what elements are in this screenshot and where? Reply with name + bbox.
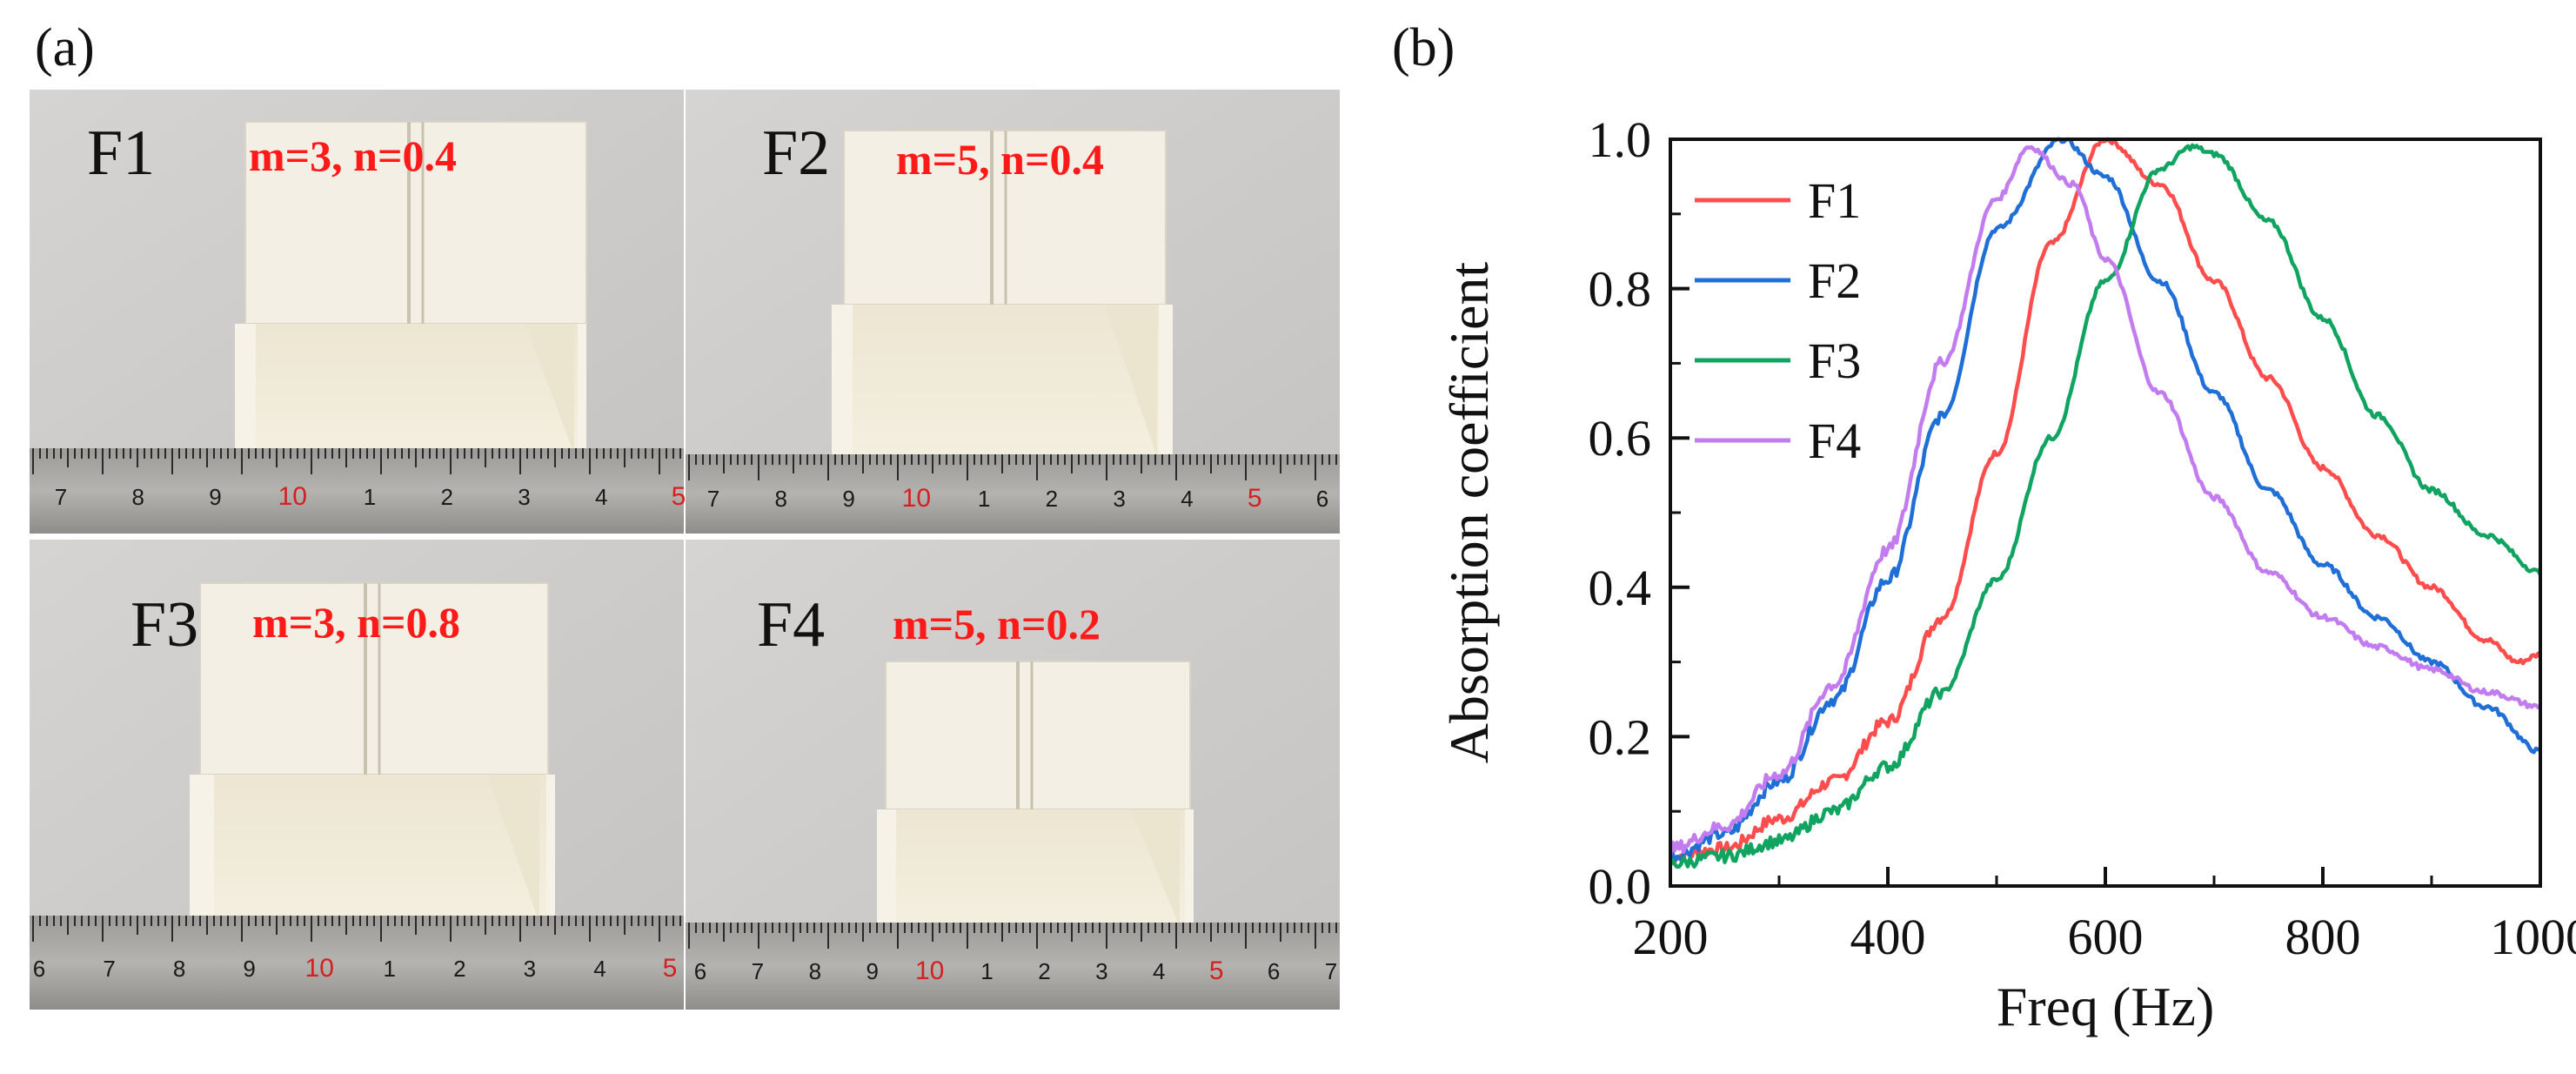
photo-params-f4: m=5, n=0.2 <box>893 600 1101 648</box>
ruler-number: 7 <box>1325 958 1337 984</box>
photo-grid: F1 m=3, n=0.4 7 8 9 10 1 2 3 4 5 F2 m=5, n=0.4 7… <box>30 90 1340 1010</box>
ruler-ticks-f3 <box>32 916 681 942</box>
photo-f4: F4 m=5, n=0.2 6 7 8 9 10 1 2 3 4 5 6 7 <box>686 540 1340 1010</box>
photo-label-f2: F2 <box>762 117 830 189</box>
photo-label-f3: F3 <box>130 589 198 661</box>
ruler-number: 5 <box>1248 484 1262 513</box>
ruler-number: 1 <box>364 484 376 510</box>
ruler-number: 4 <box>1181 486 1193 512</box>
legend: F1 F2 F3 F4 <box>1695 172 1861 469</box>
ruler-number: 9 <box>243 956 255 982</box>
ruler-number: 5 <box>672 482 686 511</box>
x-axis-title: Freq (Hz) <box>1997 976 2215 1037</box>
ruler-numbers-f1: 7 8 9 10 1 2 3 4 5 <box>55 482 686 511</box>
ruler-number: 10 <box>915 957 944 985</box>
series-line-f2 <box>1669 137 2541 863</box>
y-tick-label: 0.2 <box>1589 708 1652 765</box>
ruler-number: 1 <box>978 486 990 512</box>
ruler-ticks-f4 <box>688 923 1337 949</box>
plot-frame <box>1669 138 2542 888</box>
x-tick-label: 800 <box>2285 909 2361 965</box>
x-tick-label: 400 <box>1850 909 1926 965</box>
ruler-number: 10 <box>902 484 931 513</box>
ruler-number: 4 <box>1153 958 1165 984</box>
ruler-number: 6 <box>1268 958 1280 984</box>
ruler-number: 7 <box>707 486 719 512</box>
legend-label-f4: F4 <box>1808 413 1861 469</box>
ruler-number: 2 <box>1046 486 1058 512</box>
ruler-number: 4 <box>593 956 606 982</box>
ruler-number: 9 <box>866 958 878 984</box>
photo-f2: F2 m=5, n=0.4 7 8 9 10 1 2 3 4 5 6 <box>686 90 1340 534</box>
ruler-number: 6 <box>694 958 706 984</box>
ruler-number: 9 <box>842 486 854 512</box>
ruler-numbers-f4: 6 7 8 9 10 1 2 3 4 5 6 7 <box>694 957 1337 985</box>
series-line-f3 <box>1668 143 2542 869</box>
y-tick-label: 1.0 <box>1589 111 1652 168</box>
ruler-f1: 7 8 9 10 1 2 3 4 5 <box>30 448 686 534</box>
legend-label-f1: F1 <box>1808 172 1861 229</box>
sample-box-f3 <box>190 582 555 923</box>
ruler-numbers-f2: 7 8 9 10 1 2 3 4 5 6 <box>707 484 1328 513</box>
ruler-number: 3 <box>1113 486 1125 512</box>
panel-label-a: (a) <box>35 18 95 77</box>
series-line-f4 <box>1668 144 2542 856</box>
photo-f1: F1 m=3, n=0.4 7 8 9 10 1 2 3 4 5 <box>30 90 686 534</box>
ruler-number: 8 <box>132 484 144 510</box>
ruler-number: 6 <box>1316 486 1328 512</box>
ruler-number: 6 <box>33 956 45 982</box>
ruler-number: 7 <box>55 484 67 510</box>
ruler-number: 9 <box>209 484 221 510</box>
ruler-number: 5 <box>663 954 678 983</box>
ruler-number: 3 <box>1095 958 1107 984</box>
sample-box-f2 <box>832 130 1173 457</box>
ruler-numbers-f3: 6 7 8 9 10 1 2 3 4 5 <box>33 954 678 983</box>
ruler-number: 3 <box>518 484 530 510</box>
ruler-number: 8 <box>775 486 787 512</box>
legend-label-f2: F2 <box>1808 252 1861 309</box>
photo-params-f2: m=5, n=0.4 <box>896 135 1104 184</box>
ruler-number: 8 <box>173 956 185 982</box>
ruler-ticks-f1 <box>32 448 681 474</box>
y-tick-label: 0.0 <box>1589 858 1652 915</box>
y-tick-label: 0.8 <box>1589 261 1652 318</box>
photo-label-f1: F1 <box>87 117 155 189</box>
ruler-f4: 6 7 8 9 10 1 2 3 4 5 6 7 <box>686 923 1340 1010</box>
photo-f3: F3 m=3, n=0.8 6 7 8 9 10 1 2 3 4 5 <box>30 540 684 1010</box>
sample-box-f1 <box>235 121 587 454</box>
y-tick-label: 0.4 <box>1589 560 1652 616</box>
panel-label-b: (b) <box>1392 18 1455 77</box>
ruler-number: 5 <box>1209 957 1224 985</box>
photo-params-f1: m=3, n=0.4 <box>249 131 457 180</box>
ruler-number: 7 <box>103 956 115 982</box>
x-tick-label: 600 <box>2068 909 2144 965</box>
series-lines <box>1668 137 2542 869</box>
sample-box-f4 <box>877 661 1194 927</box>
legend-label-f3: F3 <box>1808 332 1861 389</box>
x-tick-label: 200 <box>1633 909 1709 965</box>
photo-params-f3: m=3, n=0.8 <box>252 598 460 647</box>
ruler-number: 8 <box>809 958 821 984</box>
ruler-number: 1 <box>980 958 993 984</box>
ruler-number: 1 <box>384 956 396 982</box>
ruler-f3: 6 7 8 9 10 1 2 3 4 5 <box>30 916 684 1010</box>
ruler-number: 2 <box>1038 958 1050 984</box>
ruler-number: 2 <box>441 484 453 510</box>
ruler-number: 10 <box>278 482 307 511</box>
ruler-number: 2 <box>453 956 465 982</box>
ruler-number: 10 <box>305 954 334 983</box>
ruler-number: 4 <box>595 484 607 510</box>
ruler-number: 7 <box>752 958 764 984</box>
series-line-f1 <box>1669 137 2542 863</box>
ruler-number: 3 <box>524 956 536 982</box>
ruler-f2: 7 8 9 10 1 2 3 4 5 6 <box>686 454 1340 534</box>
ruler-ticks-f2 <box>688 454 1337 480</box>
photo-label-f4: F4 <box>757 589 825 661</box>
y-axis-title: Absorption coefficient <box>1438 262 1500 764</box>
y-tick-label: 0.6 <box>1589 410 1652 467</box>
